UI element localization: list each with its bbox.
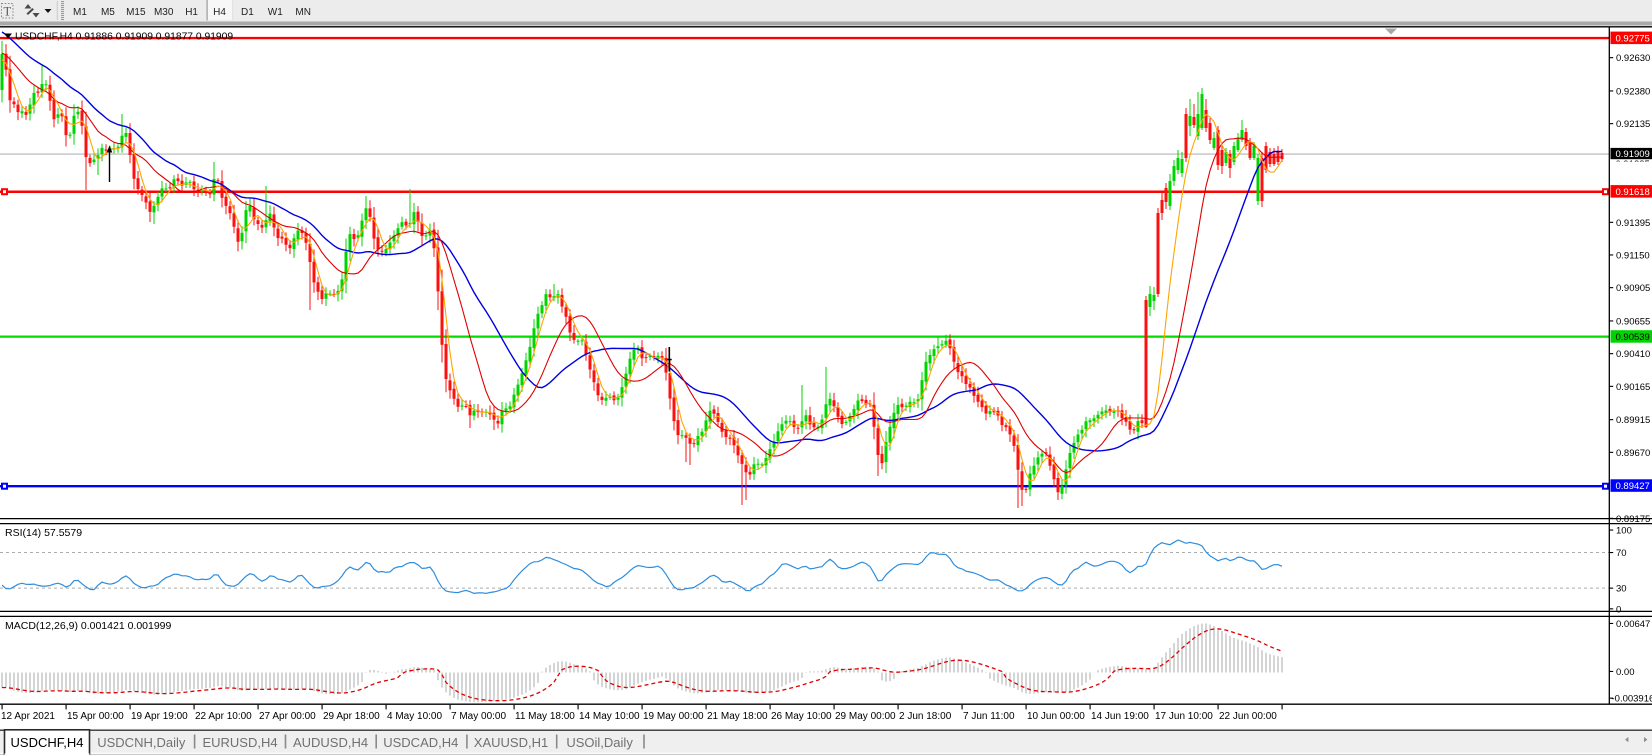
svg-text:MACD(12,26,9) 0.001421 0.00199: MACD(12,26,9) 0.001421 0.001999 xyxy=(5,620,172,632)
svg-text:M5: M5 xyxy=(101,7,115,18)
svg-text:0.92135: 0.92135 xyxy=(1616,119,1650,130)
svg-text:17 Jun 10:00: 17 Jun 10:00 xyxy=(1155,711,1213,722)
svg-text:0.91150: 0.91150 xyxy=(1616,250,1650,261)
svg-text:11 May 18:00: 11 May 18:00 xyxy=(515,711,575,722)
svg-text:USDCAD,H4: USDCAD,H4 xyxy=(383,735,458,750)
svg-text:0: 0 xyxy=(1616,604,1621,615)
svg-text:0.90165: 0.90165 xyxy=(1616,382,1650,393)
svg-text:0.91909: 0.91909 xyxy=(1616,149,1650,160)
svg-text:70: 70 xyxy=(1616,548,1627,559)
svg-text:29 Apr 18:00: 29 Apr 18:00 xyxy=(323,711,380,722)
svg-text:100: 100 xyxy=(1616,526,1632,537)
svg-text:RSI(14) 57.5579: RSI(14) 57.5579 xyxy=(5,527,82,539)
svg-text:0.89175: 0.89175 xyxy=(1616,514,1650,525)
svg-text:H4: H4 xyxy=(213,7,226,18)
svg-text:0.89915: 0.89915 xyxy=(1616,415,1650,426)
svg-text:M30: M30 xyxy=(154,7,174,18)
svg-text:-0.003916: -0.003916 xyxy=(1612,694,1652,705)
svg-text:0.92775: 0.92775 xyxy=(1616,33,1650,44)
svg-text:15 Apr 00:00: 15 Apr 00:00 xyxy=(67,711,124,722)
svg-text:0.90655: 0.90655 xyxy=(1616,316,1650,327)
svg-text:D1: D1 xyxy=(241,7,254,18)
svg-text:H1: H1 xyxy=(185,7,198,18)
svg-text:10 Jun 00:00: 10 Jun 00:00 xyxy=(1027,711,1085,722)
svg-text:W1: W1 xyxy=(268,7,283,18)
svg-text:7 Jun 11:00: 7 Jun 11:00 xyxy=(963,711,1015,722)
svg-text:0.00647: 0.00647 xyxy=(1616,619,1650,630)
svg-text:12 Apr 2021: 12 Apr 2021 xyxy=(1,711,55,722)
svg-text:0.92380: 0.92380 xyxy=(1616,86,1650,97)
svg-text:M1: M1 xyxy=(73,7,87,18)
svg-text:22 Jun 00:00: 22 Jun 00:00 xyxy=(1219,711,1277,722)
svg-text:MN: MN xyxy=(295,7,311,18)
svg-text:M15: M15 xyxy=(126,7,146,18)
svg-text:EURUSD,H4: EURUSD,H4 xyxy=(202,735,277,750)
svg-text:0.90539: 0.90539 xyxy=(1616,332,1650,343)
svg-text:USDCNH,Daily: USDCNH,Daily xyxy=(97,735,186,750)
svg-text:0.89670: 0.89670 xyxy=(1616,448,1650,459)
svg-text:21 May 18:00: 21 May 18:00 xyxy=(707,711,768,722)
svg-text:0.89427: 0.89427 xyxy=(1616,481,1650,492)
svg-text:USDCHF,H4 0.91886 0.91909 0.9: USDCHF,H4 0.91886 0.91909 0.91877 0.9190… xyxy=(15,32,233,43)
svg-text:0.90905: 0.90905 xyxy=(1616,283,1650,294)
svg-text:14 May 10:00: 14 May 10:00 xyxy=(579,711,640,722)
svg-text:0.91618: 0.91618 xyxy=(1616,187,1650,198)
svg-text:0.91395: 0.91395 xyxy=(1616,218,1650,229)
svg-text:29 May 00:00: 29 May 00:00 xyxy=(835,711,896,722)
svg-text:XAUUSD,H1: XAUUSD,H1 xyxy=(474,735,548,750)
svg-text:USDCHF,H4: USDCHF,H4 xyxy=(11,735,84,750)
svg-text:7 May 00:00: 7 May 00:00 xyxy=(451,711,506,722)
svg-text:19 May 00:00: 19 May 00:00 xyxy=(643,711,704,722)
svg-text:19 Apr 19:00: 19 Apr 19:00 xyxy=(131,711,188,722)
svg-text:USOil,Daily: USOil,Daily xyxy=(566,735,633,750)
svg-text:27 Apr 00:00: 27 Apr 00:00 xyxy=(259,711,316,722)
svg-text:AUDUSD,H4: AUDUSD,H4 xyxy=(293,735,368,750)
svg-text:0.92630: 0.92630 xyxy=(1616,53,1650,64)
svg-text:0.90410: 0.90410 xyxy=(1616,349,1650,360)
svg-text:22 Apr 10:00: 22 Apr 10:00 xyxy=(195,711,252,722)
svg-text:2 Jun 18:00: 2 Jun 18:00 xyxy=(899,711,952,722)
svg-text:14 Jun 19:00: 14 Jun 19:00 xyxy=(1091,711,1149,722)
svg-text:26 May 10:00: 26 May 10:00 xyxy=(771,711,832,722)
svg-text:30: 30 xyxy=(1616,584,1627,595)
svg-text:4 May 10:00: 4 May 10:00 xyxy=(387,711,442,722)
svg-text:T: T xyxy=(4,5,12,19)
svg-text:0.00: 0.00 xyxy=(1616,667,1635,678)
